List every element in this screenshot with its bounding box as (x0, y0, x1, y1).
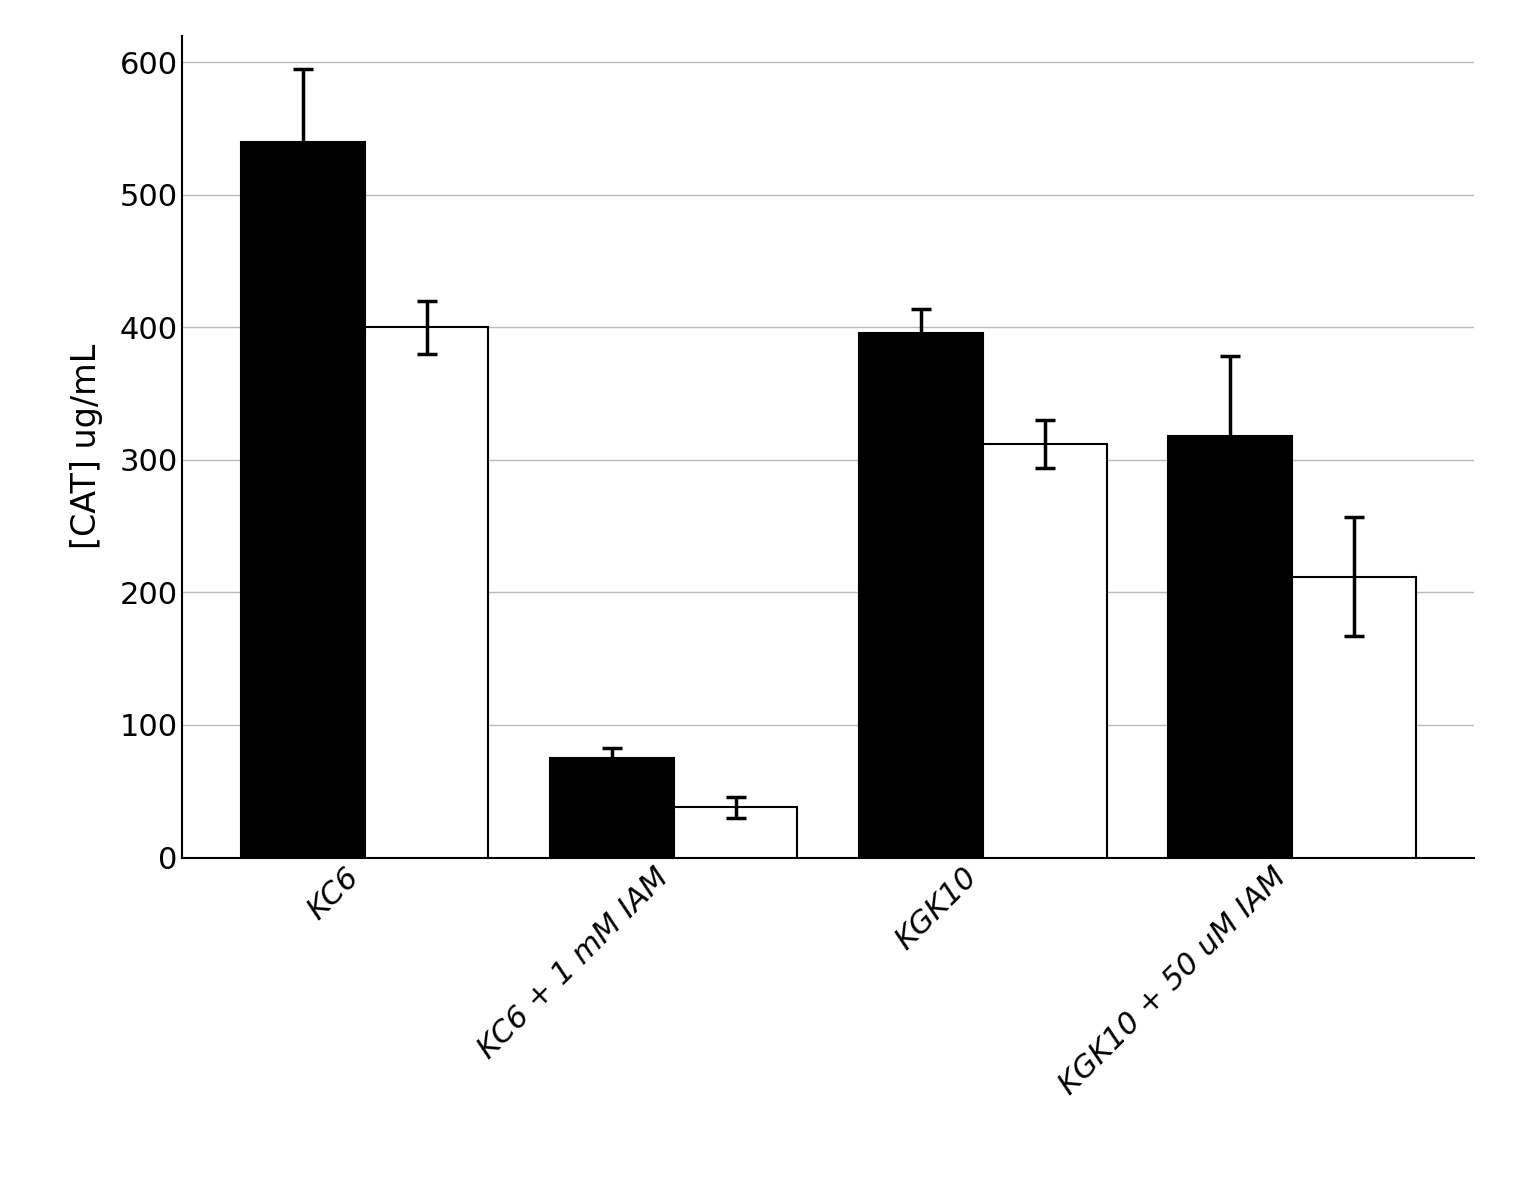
Bar (242, 142, 365, 858)
Bar (365, 328, 488, 858)
Bar (1169, 436, 1292, 858)
Bar (859, 332, 983, 858)
Bar (1292, 576, 1415, 858)
Bar (550, 759, 673, 858)
Bar (983, 444, 1107, 858)
Bar (673, 807, 798, 858)
Y-axis label: [CAT] ug/mL: [CAT] ug/mL (70, 344, 103, 549)
